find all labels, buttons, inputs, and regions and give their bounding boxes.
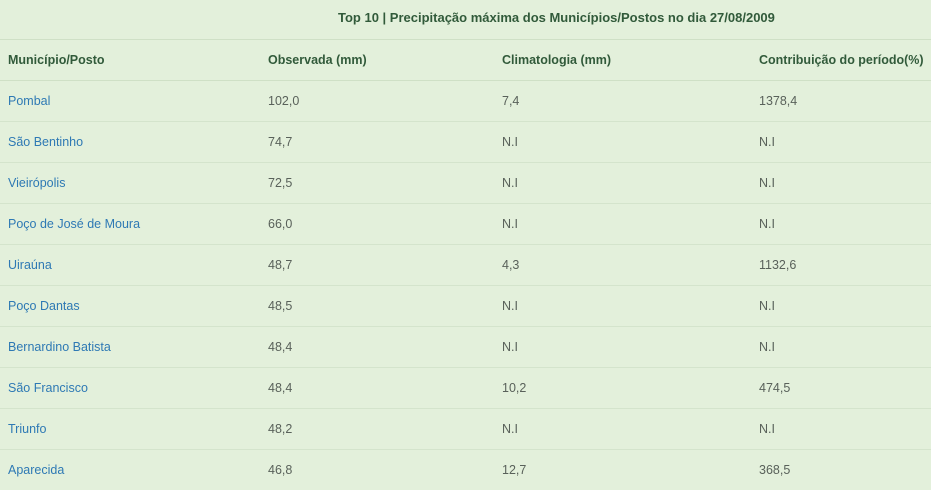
climatologia-cell: N.I — [502, 409, 759, 450]
precipitation-table: Município/Posto Observada (mm) Climatolo… — [0, 40, 931, 490]
contribuicao-cell: 1378,4 — [759, 81, 931, 122]
contribuicao-cell: 474,5 — [759, 368, 931, 409]
climatologia-cell: N.I — [502, 163, 759, 204]
table-row: Poço Dantas 48,5 N.I N.I — [0, 286, 931, 327]
table-row: Vieirópolis 72,5 N.I N.I — [0, 163, 931, 204]
observada-cell: 48,7 — [268, 245, 502, 286]
column-header-contribuicao: Contribuição do período(%) — [759, 40, 931, 81]
observada-cell: 48,4 — [268, 327, 502, 368]
municipio-link[interactable]: Uiraúna — [0, 245, 268, 286]
climatologia-cell: N.I — [502, 327, 759, 368]
observada-cell: 48,4 — [268, 368, 502, 409]
climatologia-cell: N.I — [502, 122, 759, 163]
observada-cell: 48,5 — [268, 286, 502, 327]
municipio-link[interactable]: Poço Dantas — [0, 286, 268, 327]
observada-cell: 102,0 — [268, 81, 502, 122]
municipio-link[interactable]: Vieirópolis — [0, 163, 268, 204]
climatologia-cell: 7,4 — [502, 81, 759, 122]
municipio-link[interactable]: São Francisco — [0, 368, 268, 409]
contribuicao-cell: N.I — [759, 409, 931, 450]
table-row: Poço de José de Moura 66,0 N.I N.I — [0, 204, 931, 245]
climatologia-cell: N.I — [502, 204, 759, 245]
observada-cell: 72,5 — [268, 163, 502, 204]
table-row: Uiraúna 48,7 4,3 1132,6 — [0, 245, 931, 286]
column-header-climatologia: Climatologia (mm) — [502, 40, 759, 81]
table-row: Bernardino Batista 48,4 N.I N.I — [0, 327, 931, 368]
contribuicao-cell: N.I — [759, 163, 931, 204]
contribuicao-cell: N.I — [759, 327, 931, 368]
table-title: Top 10 | Precipitação máxima dos Municíp… — [0, 0, 931, 40]
table-row: São Bentinho 74,7 N.I N.I — [0, 122, 931, 163]
contribuicao-cell: N.I — [759, 204, 931, 245]
contribuicao-cell: N.I — [759, 122, 931, 163]
observada-cell: 46,8 — [268, 450, 502, 490]
climatologia-cell: 4,3 — [502, 245, 759, 286]
table-row: Triunfo 48,2 N.I N.I — [0, 409, 931, 450]
table-header-row: Município/Posto Observada (mm) Climatolo… — [0, 40, 931, 81]
table-row: São Francisco 48,4 10,2 474,5 — [0, 368, 931, 409]
observada-cell: 48,2 — [268, 409, 502, 450]
municipio-link[interactable]: Bernardino Batista — [0, 327, 268, 368]
municipio-link[interactable]: Poço de José de Moura — [0, 204, 268, 245]
climatologia-cell: 10,2 — [502, 368, 759, 409]
column-header-municipio: Município/Posto — [0, 40, 268, 81]
table-row: Pombal 102,0 7,4 1378,4 — [0, 81, 931, 122]
contribuicao-cell: 368,5 — [759, 450, 931, 490]
municipio-link[interactable]: Aparecida — [0, 450, 268, 490]
municipio-link[interactable]: Triunfo — [0, 409, 268, 450]
climatologia-cell: 12,7 — [502, 450, 759, 490]
climatologia-cell: N.I — [502, 286, 759, 327]
column-header-observada: Observada (mm) — [268, 40, 502, 81]
contribuicao-cell: N.I — [759, 286, 931, 327]
municipio-link[interactable]: São Bentinho — [0, 122, 268, 163]
contribuicao-cell: 1132,6 — [759, 245, 931, 286]
municipio-link[interactable]: Pombal — [0, 81, 268, 122]
observada-cell: 74,7 — [268, 122, 502, 163]
table-row: Aparecida 46,8 12,7 368,5 — [0, 450, 931, 490]
observada-cell: 66,0 — [268, 204, 502, 245]
